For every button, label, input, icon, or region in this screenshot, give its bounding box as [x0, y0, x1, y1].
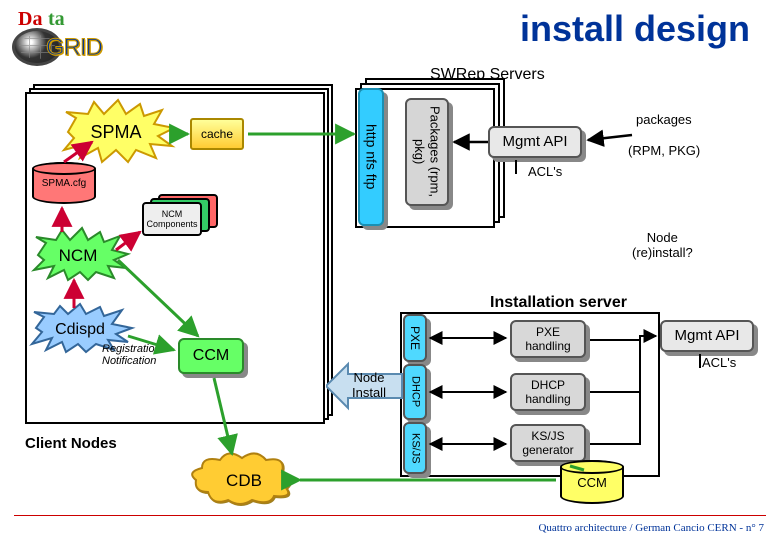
page-title: install design — [520, 8, 750, 50]
ncm-burst: NCM — [30, 228, 130, 287]
protocol-bar: http nfs ftp — [358, 88, 384, 226]
cdispd-text: Cdispd — [55, 321, 105, 338]
installation-server-label: Installation server — [490, 294, 627, 312]
ksjs-generator-box: KS/JS generator — [510, 424, 586, 462]
registration-label: Registration Notification — [102, 343, 161, 367]
footer-text: Quattro architecture / German Cancio CER… — [538, 522, 764, 534]
node-reinstall-label: Node (re)install? — [632, 230, 693, 260]
mgmt-api-install: Mgmt API — [660, 320, 754, 352]
footer-rule — [14, 515, 766, 516]
acls-install-label: ACL's — [702, 355, 736, 370]
packages-label: packages — [636, 112, 692, 127]
dhcp-bar: DHCP — [403, 364, 427, 420]
ccm-cylinder: CCM — [560, 460, 624, 504]
pxe-handling-box: PXE handling — [510, 320, 586, 358]
spma-burst: SPMA — [58, 100, 178, 169]
ksjs-bar: KS/JS — [403, 422, 427, 474]
cdb-cloud: CDB — [190, 452, 300, 513]
spma-cfg-cylinder: SPMA.cfg — [32, 162, 96, 204]
cache-box: cache — [190, 118, 244, 150]
ncm-components: NCM Components — [140, 200, 240, 250]
packages-box: Packages (rpm, pkg) — [405, 98, 449, 206]
node-install-label: Node Install — [352, 370, 386, 400]
spma-text: SPMA — [90, 122, 141, 142]
ccm-box: CCM — [178, 338, 244, 374]
cdb-text: CDB — [226, 471, 262, 490]
client-nodes-label: Client Nodes — [25, 435, 117, 452]
datagrid-logo: Data GRID — [12, 8, 122, 68]
mgmt-api-swrep: Mgmt API — [488, 126, 582, 158]
packages-sub-label: (RPM, PKG) — [628, 143, 700, 158]
dhcp-handling-box: DHCP handling — [510, 373, 586, 411]
acls-swrep-label: ACL's — [528, 164, 562, 179]
ncm-text: NCM — [59, 246, 98, 265]
pxe-bar: PXE — [403, 314, 427, 362]
